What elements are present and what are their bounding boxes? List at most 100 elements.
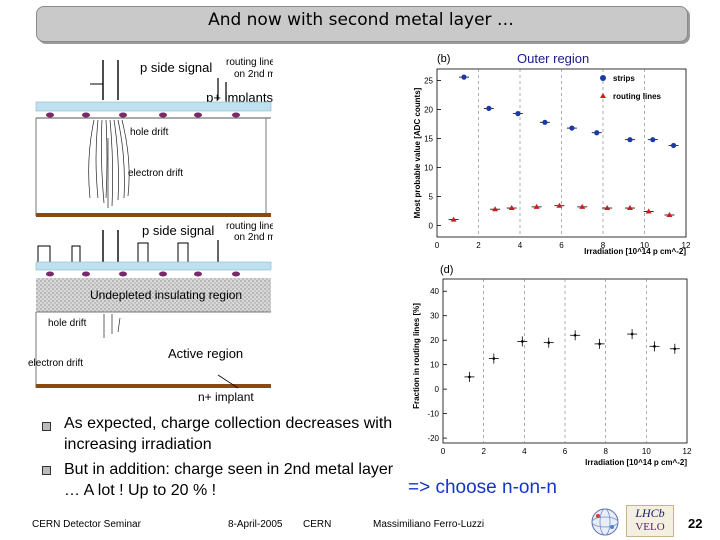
chart-b-point-strips bbox=[650, 137, 656, 143]
routing-lines-label: routing lines bbox=[226, 57, 273, 68]
chart-b-point-routing-lines bbox=[645, 208, 652, 214]
chart-b-point-routing-lines bbox=[579, 203, 586, 209]
chart-b-grid bbox=[437, 69, 645, 237]
chart-b-point-strips bbox=[569, 125, 575, 131]
chart-b-point-routing-lines bbox=[492, 206, 499, 212]
chart-b-point-routing-lines bbox=[533, 203, 540, 209]
chart-b-panel-label: (b) bbox=[437, 53, 450, 65]
undepleted-label: Undepleted insulating region bbox=[90, 288, 242, 302]
chart-b-ytick-label: 10 bbox=[424, 163, 433, 172]
footer-org: CERN bbox=[303, 519, 332, 530]
chart-b-point-routing-lines bbox=[666, 211, 673, 217]
page-number: 22 bbox=[688, 516, 703, 531]
title-box bbox=[36, 6, 688, 42]
lhcb-globe-logo bbox=[591, 508, 619, 536]
chart-d-point-fraction bbox=[653, 345, 656, 348]
chart-b-point-routing-lines bbox=[626, 205, 633, 211]
chart-b-ticks: 0 2 4 6 8 10 12 0 5 10 15 20 25 bbox=[424, 77, 691, 250]
chart-d-ytick-label: 20 bbox=[430, 336, 439, 345]
chart-b-marks bbox=[448, 74, 679, 222]
chart-b-ytick-label: 15 bbox=[424, 135, 433, 144]
chart-b-xtick-label: 6 bbox=[559, 241, 564, 250]
chart-b-ytick-label: 20 bbox=[424, 106, 433, 115]
charts: (b) Outer region 0 2 4 6 8 10 12 0 5 10 15 20 25 str… bbox=[412, 51, 692, 467]
implant-dots bbox=[46, 112, 240, 118]
chart-d-grid bbox=[443, 279, 647, 443]
chart-b-ylabel: Most probable value [ADC counts] bbox=[413, 87, 422, 218]
slide-title: And now with second metal layer … bbox=[208, 10, 514, 30]
chart-b-xtick-label: 8 bbox=[601, 241, 606, 250]
drift-lines bbox=[88, 119, 130, 208]
undepleted-region bbox=[36, 278, 271, 312]
n-implant-label: n+ implant bbox=[198, 390, 254, 404]
legend-strips-marker bbox=[600, 75, 606, 81]
legend-routing-label: routing lines bbox=[613, 92, 662, 101]
chart-d-point-fraction bbox=[598, 342, 601, 346]
chart-d-ytick-label: 30 bbox=[430, 312, 439, 321]
chart-d-xtick-label: 10 bbox=[642, 447, 651, 456]
chart-b-point-strips bbox=[542, 119, 548, 125]
bullet-1: As expected, charge collection decreases… bbox=[64, 415, 393, 453]
footer-seminar: CERN Detector Seminar bbox=[32, 519, 141, 530]
chart-d: (d) 0 2 4 6 8 10 12 -20 -10 0 10 20 30 40 Irradiation… bbox=[412, 264, 692, 467]
signal-wire bbox=[37, 245, 51, 262]
chart-d-xtick-label: 6 bbox=[563, 447, 568, 456]
chart-b-point-routing-lines bbox=[556, 202, 563, 208]
routing-lines-label-3: routing lines bbox=[226, 221, 273, 232]
chart-d-xtick-label: 4 bbox=[522, 447, 527, 456]
footer-date: 8-April-2005 bbox=[228, 519, 283, 530]
chart-b-point-routing-lines bbox=[450, 216, 457, 222]
chart-d-ytick-label: 10 bbox=[430, 361, 439, 370]
hole-drift-label-2: hole drift bbox=[48, 318, 87, 329]
chart-d-ytick-label: 0 bbox=[435, 385, 440, 394]
chart-d-panel-label: (d) bbox=[440, 264, 453, 276]
chart-d-xtick-label: 2 bbox=[481, 447, 486, 456]
drift-lines-2 bbox=[103, 314, 121, 338]
chart-d-ticks: 0 2 4 6 8 10 12 -20 -10 0 10 20 30 40 bbox=[427, 287, 692, 456]
p-side-signal-label-2: p side signal bbox=[142, 223, 214, 238]
chart-b-title: Outer region bbox=[517, 51, 589, 66]
chart-b-ytick-label: 0 bbox=[429, 221, 434, 230]
chart-d-point-fraction bbox=[630, 332, 634, 336]
hole-drift-label: hole drift bbox=[130, 127, 169, 138]
chart-d-point-fraction bbox=[468, 375, 471, 379]
detector-diagram: p side signal routing lines on 2nd metal… bbox=[28, 57, 273, 404]
chart-b-point-routing-lines bbox=[604, 205, 611, 211]
chart-b-ytick-label: 5 bbox=[429, 192, 434, 201]
chart-d-marks bbox=[464, 329, 680, 382]
chart-d-xtick-label: 8 bbox=[603, 447, 608, 456]
backplane-strip bbox=[36, 213, 271, 217]
legend-routing-marker bbox=[600, 93, 606, 98]
legend-strips-label: strips bbox=[613, 74, 635, 83]
signal-wire bbox=[177, 242, 189, 262]
chart-b-point-strips bbox=[627, 137, 633, 143]
velo-logo-text: VELO bbox=[635, 521, 665, 533]
chart-b-xtick-label: 4 bbox=[518, 241, 523, 250]
routing-lines-label-2: on 2nd metal layer bbox=[234, 69, 273, 80]
lhcb-logo-text: LHCb bbox=[635, 506, 665, 520]
chart-b-xtick-label: 2 bbox=[476, 241, 481, 250]
chart-b-point-strips bbox=[670, 142, 677, 149]
chart-b-ytick-label: 25 bbox=[424, 77, 433, 86]
backplane-strip-2 bbox=[36, 384, 271, 388]
chart-d-ytick-label: 40 bbox=[430, 287, 439, 296]
routing-lines-label-4: on 2nd metal layer bbox=[234, 232, 273, 243]
chart-b-point-strips bbox=[594, 130, 600, 136]
chart-d-point-fraction bbox=[573, 333, 577, 337]
p-side-signal-label: p side signal bbox=[140, 60, 212, 75]
chart-d-point-fraction bbox=[673, 347, 677, 351]
implant-dots-2 bbox=[46, 271, 240, 277]
active-region-label: Active region bbox=[168, 346, 243, 361]
chart-b-xtick-label: 10 bbox=[640, 241, 649, 250]
chart-b-xlabel: Irradiation [10^14 p cm^-2] bbox=[584, 247, 686, 256]
electron-drift-label-2: electron drift bbox=[28, 358, 83, 369]
chart-b-point-strips bbox=[486, 105, 492, 111]
metal-layer-strip bbox=[35, 101, 272, 112]
bullet-icon bbox=[42, 466, 51, 475]
lhcb-velo-logo: LHCb VELO bbox=[626, 505, 674, 537]
metal-layer-strip-2 bbox=[35, 261, 272, 271]
signal-wire bbox=[137, 242, 149, 262]
chart-d-xtick-label: 12 bbox=[683, 447, 692, 456]
p-implants-label: p+ implants bbox=[206, 90, 273, 105]
chart-d-ytick-label: -10 bbox=[427, 410, 439, 419]
